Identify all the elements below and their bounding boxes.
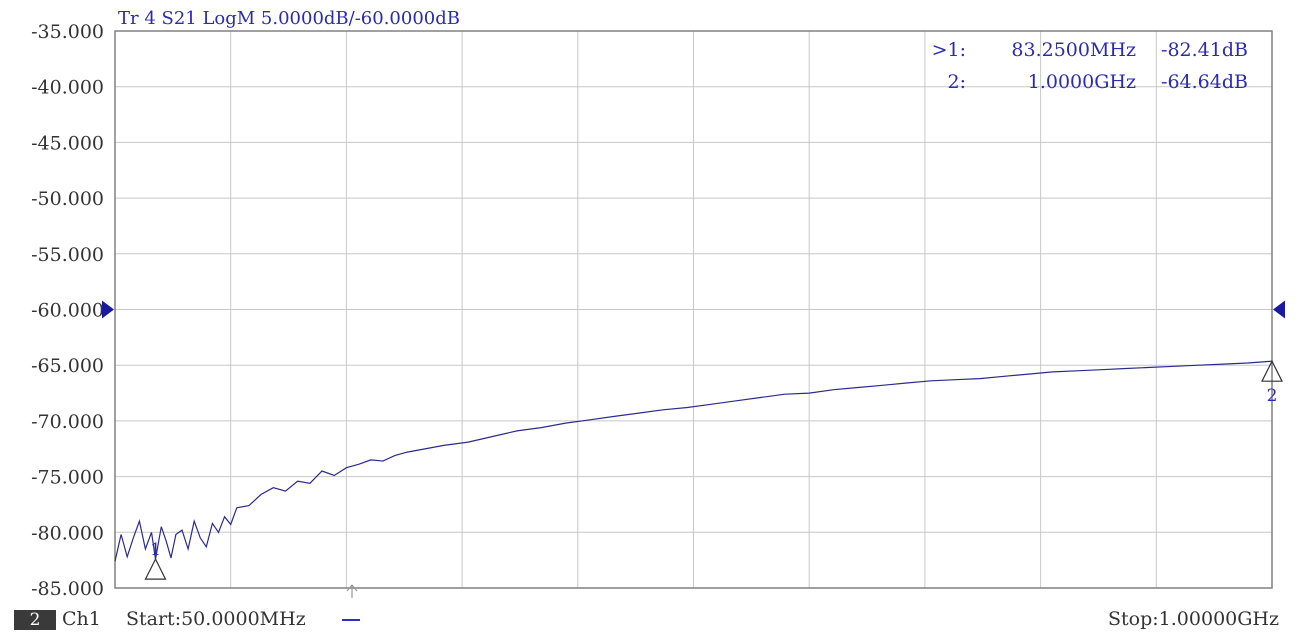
plot-grid bbox=[115, 31, 1272, 588]
marker-list-label: 2: bbox=[948, 71, 967, 93]
channel-number-badge[interactable]: 2 bbox=[14, 610, 56, 630]
y-tick-label: -60.000 bbox=[31, 300, 104, 322]
sweep-position-arrow-icon bbox=[346, 584, 358, 598]
start-frequency[interactable]: Start:50.0000MHz bbox=[126, 608, 306, 630]
y-tick-label: -35.000 bbox=[31, 21, 104, 43]
reference-marker-right-icon bbox=[1273, 300, 1285, 319]
marker-triangle-icon[interactable] bbox=[144, 557, 167, 580]
marker-number-label: 1 bbox=[150, 540, 161, 560]
marker-readout: >1: 83.2500MHz -82.41dB 2: 1.0000GHz -64.64dB bbox=[932, 39, 1248, 93]
marker-frequency: 83.2500MHz bbox=[1011, 39, 1136, 61]
marker-symbols: 12 bbox=[144, 359, 1283, 580]
reference-marker-left-icon bbox=[102, 300, 114, 319]
y-tick-label: -40.000 bbox=[31, 77, 104, 99]
channel-name[interactable]: Ch1 bbox=[62, 608, 101, 630]
y-tick-label: -80.000 bbox=[31, 522, 104, 544]
y-tick-label: -65.000 bbox=[31, 355, 104, 377]
marker-value: -64.64dB bbox=[1161, 71, 1248, 93]
y-tick-label: -70.000 bbox=[31, 411, 104, 433]
y-tick-label: -85.000 bbox=[31, 578, 104, 598]
marker-value: -82.41dB bbox=[1161, 39, 1248, 61]
s21-trace-line bbox=[114, 360, 1273, 562]
marker-number-label: 2 bbox=[1267, 386, 1278, 406]
y-tick-label: -50.000 bbox=[31, 188, 104, 210]
stop-frequency[interactable]: Stop:1.00000GHz bbox=[1108, 608, 1279, 630]
sweep-indicator-dash bbox=[342, 619, 360, 621]
y-tick-label: -45.000 bbox=[31, 132, 104, 154]
marker-triangle-icon[interactable] bbox=[1261, 359, 1283, 382]
y-tick-label: -55.000 bbox=[31, 244, 104, 266]
status-footer: 2 Ch1 Start:50.0000MHz Stop:1.00000GHz bbox=[0, 598, 1297, 635]
plot-frame bbox=[114, 30, 1273, 589]
y-tick-label: -75.000 bbox=[31, 467, 104, 489]
y-tick-labels: -35.000 -40.000 -45.000 -50.000 -55.000 -60.0… bbox=[31, 21, 104, 598]
trace-header[interactable]: Tr 4 S21 LogM 5.0000dB/-60.0000dB bbox=[118, 8, 460, 29]
marker-list-label: >1: bbox=[932, 39, 966, 61]
trace-plot: -35.000 -40.000 -45.000 -50.000 -55.000 -60.0… bbox=[31, 8, 1285, 598]
reference-level-markers bbox=[102, 300, 1285, 319]
marker-frequency: 1.0000GHz bbox=[1028, 71, 1136, 93]
